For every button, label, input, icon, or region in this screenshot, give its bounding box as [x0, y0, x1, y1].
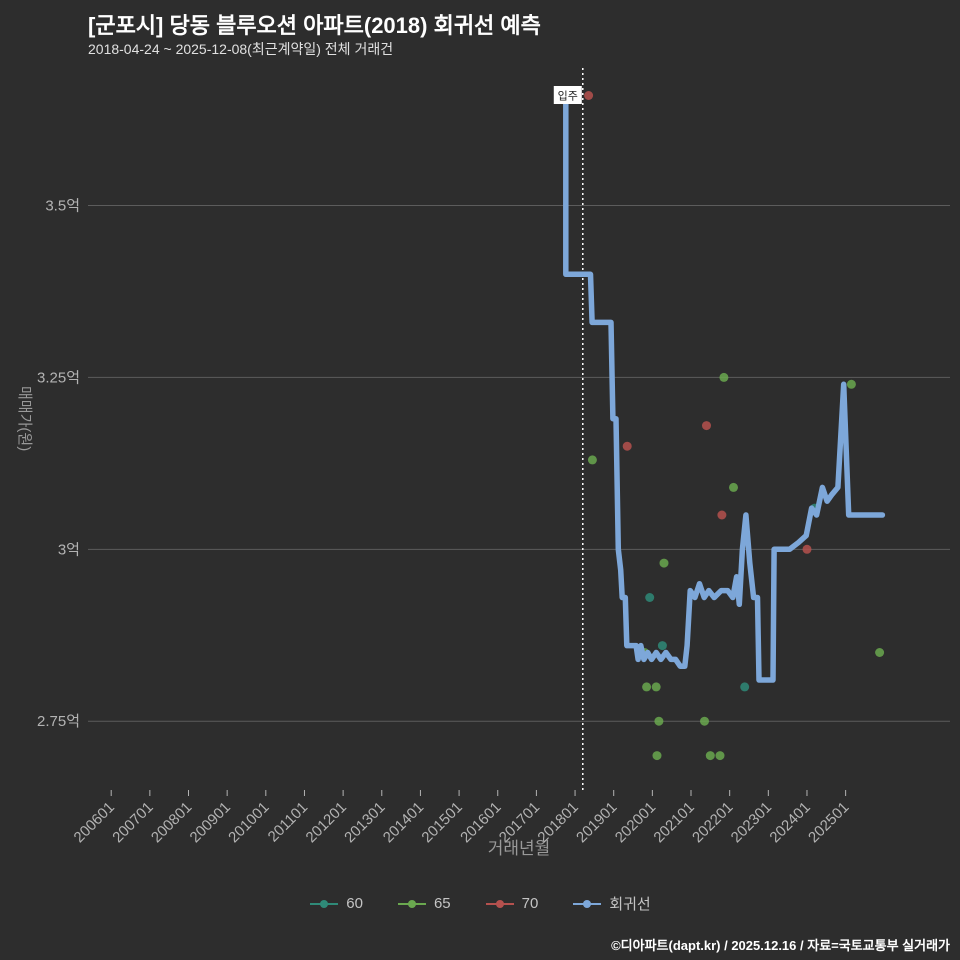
- legend: 60 65 70 회귀선: [0, 893, 960, 914]
- x-tick-label: 201201: [303, 799, 350, 846]
- scatter-point-70[interactable]: [584, 91, 594, 100]
- y-tick-label: 3.25억: [37, 369, 80, 386]
- page-title: [군포시] 당동 블루오션 아파트(2018) 회귀선 예측: [88, 13, 541, 38]
- scatter-point-65[interactable]: [875, 648, 885, 657]
- scatter-point-65[interactable]: [659, 558, 669, 568]
- legend-item-회귀선[interactable]: 회귀선: [572, 893, 651, 914]
- legend-item-70[interactable]: 70: [485, 893, 539, 914]
- scatter-point-70[interactable]: [702, 421, 711, 431]
- x-axis-title: 거래년월: [488, 839, 551, 858]
- x-tick-label: 201301: [341, 799, 388, 846]
- scatter-point-70[interactable]: [717, 510, 727, 520]
- scatter-point-65[interactable]: [652, 751, 662, 761]
- x-tick-label: 202201: [689, 799, 736, 846]
- scatter-point-60[interactable]: [740, 682, 750, 692]
- legend-label: 회귀선: [609, 896, 651, 913]
- page-subtitle: 2018-04-24 ~ 2025-12-08(최근계약일) 전체 거래건: [88, 41, 394, 57]
- x-tick-label: 202501: [805, 799, 852, 846]
- scatter-point-70[interactable]: [622, 441, 632, 451]
- scatter-point-65[interactable]: [651, 682, 661, 692]
- x-tick-label: 201501: [418, 799, 465, 846]
- legend-marker-icon: [397, 899, 426, 908]
- scatter-point-65[interactable]: [700, 716, 709, 726]
- x-tick-label: 201401: [380, 799, 427, 846]
- y-tick-label: 3.5억: [45, 198, 80, 215]
- axis-layer: 3.5억 3.25억 3억 2.75억 200601200701200801200901…: [37, 198, 852, 847]
- y-tick-label: 2.75억: [37, 713, 80, 730]
- x-tick-label: 200701: [109, 799, 156, 846]
- scatter-point-65[interactable]: [719, 372, 729, 382]
- scatter-point-65[interactable]: [705, 751, 715, 761]
- move-in-label-box: [553, 86, 582, 104]
- annotation-label-layer: 입주: [553, 86, 582, 104]
- y-tick-label: 3억: [58, 541, 80, 558]
- legend-marker-icon: [573, 899, 602, 908]
- x-tick-label: 201901: [573, 799, 620, 846]
- y-axis-title: 매매가(원): [16, 386, 33, 451]
- scatter-point-70[interactable]: [802, 544, 812, 554]
- x-tick-label: 200601: [71, 799, 118, 846]
- legend-item-60[interactable]: 60: [309, 893, 363, 914]
- x-tick-label: 202001: [612, 799, 659, 846]
- grid-layer: [88, 205, 950, 722]
- legend-label: 65: [433, 895, 451, 912]
- scatter-point-65[interactable]: [715, 751, 725, 761]
- series-layer: [563, 91, 886, 761]
- scatter-point-65[interactable]: [654, 716, 664, 726]
- scatter-point-65[interactable]: [729, 482, 738, 492]
- x-tick-label: 202401: [766, 799, 813, 846]
- legend-marker-icon: [485, 899, 514, 908]
- legend-item-65[interactable]: 65: [397, 893, 451, 914]
- scatter-point-65[interactable]: [846, 379, 856, 389]
- move-in-label: 입주: [558, 90, 578, 103]
- x-tick-label: 201001: [225, 799, 272, 846]
- x-tick-label: 202301: [728, 799, 775, 846]
- footer-credit: ©디아파트(dapt.kr) / 2025.12.16 / 자료=국토교통부 실…: [611, 938, 950, 953]
- x-tick-label: 201101: [265, 799, 312, 846]
- legend-label: 60: [346, 895, 363, 912]
- x-tick-label: 200901: [187, 799, 234, 846]
- scatter-point-60[interactable]: [657, 641, 667, 651]
- x-tick-label: 202101: [650, 799, 697, 846]
- legend-label: 70: [521, 895, 539, 912]
- scatter-point-60[interactable]: [645, 593, 655, 602]
- regression-line[interactable]: [563, 92, 886, 683]
- scatter-point-65[interactable]: [642, 682, 652, 692]
- x-tick-label: 200801: [148, 799, 195, 846]
- scatter-point-65[interactable]: [587, 455, 597, 465]
- legend-marker-icon: [310, 899, 339, 908]
